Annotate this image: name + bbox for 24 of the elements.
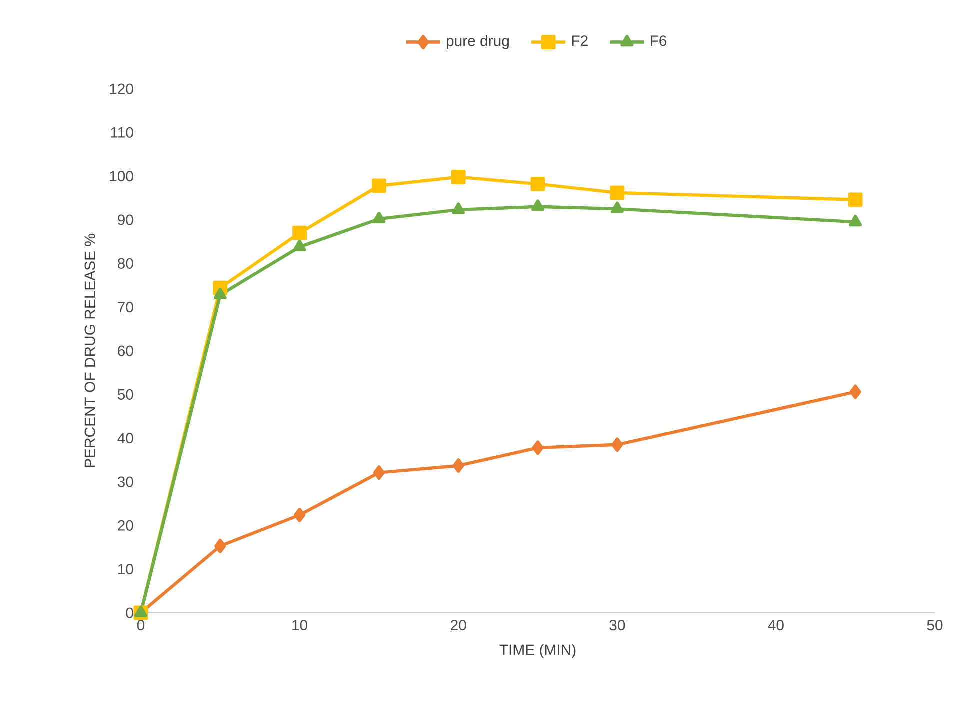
legend-label: pure drug [446, 35, 509, 50]
legend-label: F2 [572, 36, 588, 46]
y-tick-label: 50 [118, 389, 134, 400]
x-tick-label: 40 [768, 620, 784, 631]
x-axis-title: TIME (MIN) [500, 644, 576, 658]
y-tick-label: 110 [111, 127, 134, 138]
x-tick-label: 0 [137, 620, 145, 631]
y-tick-label: 20 [118, 520, 134, 531]
y-axis-title: PERCENT OF DRUG RELEASE % [84, 234, 96, 468]
x-tick-label: 20 [451, 620, 466, 631]
y-tick-label: 60 [118, 346, 134, 356]
y-tick-label: 40 [118, 433, 134, 444]
y-tick-label: 100 [110, 171, 134, 182]
x-tick-label: 30 [610, 620, 626, 631]
x-tick-label: 10 [292, 620, 308, 631]
y-tick-label: 120 [110, 84, 134, 94]
y-tick-label: 70 [118, 302, 134, 313]
y-tick-label: 10 [118, 564, 134, 575]
y-tick-label: 0 [126, 608, 134, 618]
y-tick-label: 90 [118, 214, 134, 226]
x-tick-label: 50 [927, 620, 943, 631]
legend-label: F6 [651, 36, 667, 46]
y-tick-label: 80 [118, 258, 134, 269]
y-tick-label: 30 [118, 476, 134, 488]
